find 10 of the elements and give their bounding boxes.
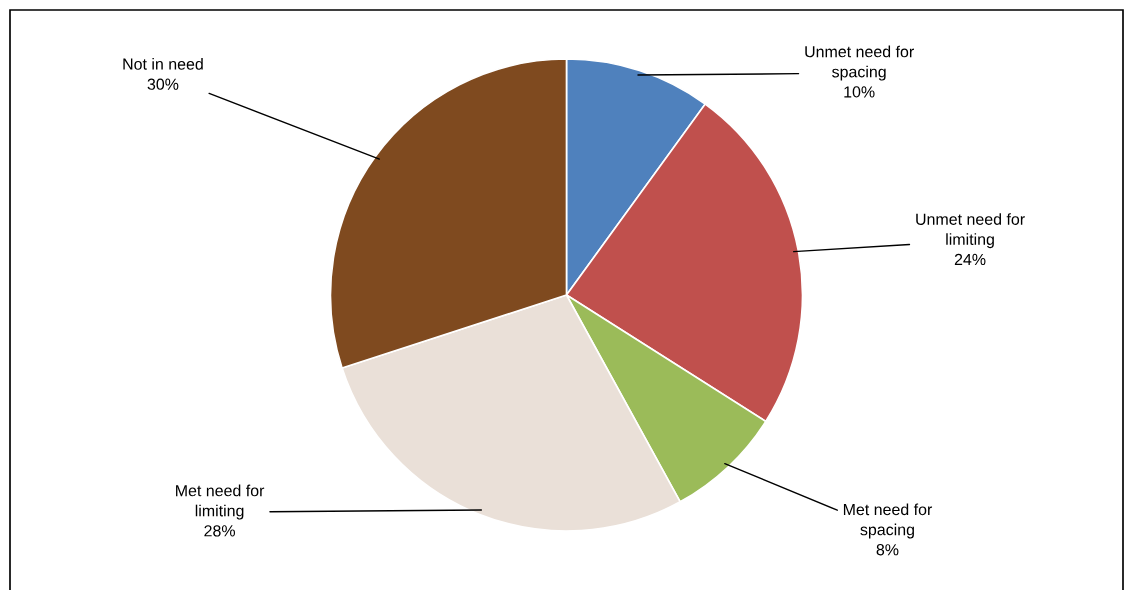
data-label: 8% bbox=[876, 544, 899, 556]
data-label: 10% bbox=[844, 86, 875, 98]
slice-label: Met need for limiting bbox=[176, 484, 265, 520]
slice-label: Met need for spacing bbox=[843, 503, 933, 539]
slice-label: Not in need bbox=[123, 58, 203, 70]
slice-label: Unmet need for limiting bbox=[916, 213, 1025, 249]
data-label: 28% bbox=[204, 525, 235, 537]
data-label: 24% bbox=[954, 253, 986, 266]
slice-label: Unmet need for spacing bbox=[805, 45, 914, 81]
data-label: 30% bbox=[147, 78, 179, 90]
